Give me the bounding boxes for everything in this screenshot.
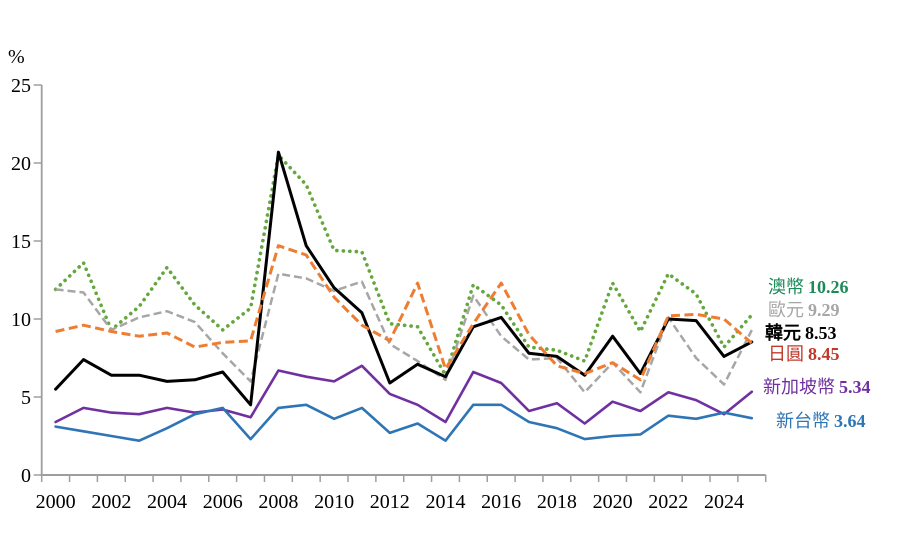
legend-series-name-krw: 韓元 — [765, 323, 801, 343]
legend-series-name-sgd: 新加坡幣 — [763, 377, 835, 397]
legend-series-name-jpy: 日圓 — [768, 344, 804, 364]
x-tick-label-2014: 2014 — [425, 491, 465, 513]
series-line-eur — [55, 272, 753, 394]
x-tick-label-2002: 2002 — [91, 491, 131, 513]
legend-series-name-aud: 澳幣 — [768, 277, 804, 297]
legend-series-value-jpy: 8.45 — [808, 344, 840, 364]
y-tick-label-5: 5 — [21, 387, 31, 409]
x-tick-label-2000: 2000 — [36, 491, 76, 513]
legend-series-value-aud: 10.26 — [808, 277, 849, 297]
series-line-krw — [54, 150, 754, 407]
x-tick-label-2008: 2008 — [258, 491, 298, 513]
x-tick-label-2018: 2018 — [537, 491, 577, 513]
legend-item-eur: 歐元 9.29 — [768, 300, 840, 320]
legend-series-value-krw: 8.53 — [805, 323, 837, 343]
series-line-twd — [54, 403, 754, 443]
x-tick-label-2020: 2020 — [593, 491, 633, 513]
x-tick-label-2012: 2012 — [370, 491, 410, 513]
y-tick-label-0: 0 — [21, 465, 31, 487]
x-tick-label-2022: 2022 — [648, 491, 688, 513]
y-tick-label-15: 15 — [11, 231, 31, 253]
legend-series-value-eur: 9.29 — [808, 300, 840, 320]
y-tick-label-20: 20 — [11, 153, 31, 175]
legend-item-krw: 韓元 8.53 — [765, 323, 837, 343]
legend-series-value-sgd: 5.34 — [839, 377, 871, 397]
y-tick-label-25: 25 — [11, 75, 31, 97]
series-line-aud — [53, 153, 754, 378]
legend-series-value-twd: 3.64 — [834, 411, 866, 431]
legend-item-sgd: 新加坡幣 5.34 — [763, 377, 871, 397]
legend-item-aud: 澳幣 10.26 — [768, 277, 849, 297]
x-tick-label-2006: 2006 — [203, 491, 243, 513]
x-tick-label-2024: 2024 — [704, 491, 744, 513]
legend-series-name-twd: 新台幣 — [776, 411, 830, 431]
legend-item-twd: 新台幣 3.64 — [776, 411, 866, 431]
y-tick-label-10: 10 — [11, 309, 31, 331]
x-tick-label-2004: 2004 — [147, 491, 187, 513]
x-tick-label-2010: 2010 — [314, 491, 354, 513]
percent-unit-label: % — [8, 46, 25, 68]
legend-series-name-eur: 歐元 — [768, 300, 804, 320]
legend-item-jpy: 日圓 8.45 — [768, 344, 840, 364]
series-line-jpy — [55, 244, 753, 382]
series-line-sgd — [54, 364, 754, 425]
x-tick-label-2016: 2016 — [481, 491, 521, 513]
